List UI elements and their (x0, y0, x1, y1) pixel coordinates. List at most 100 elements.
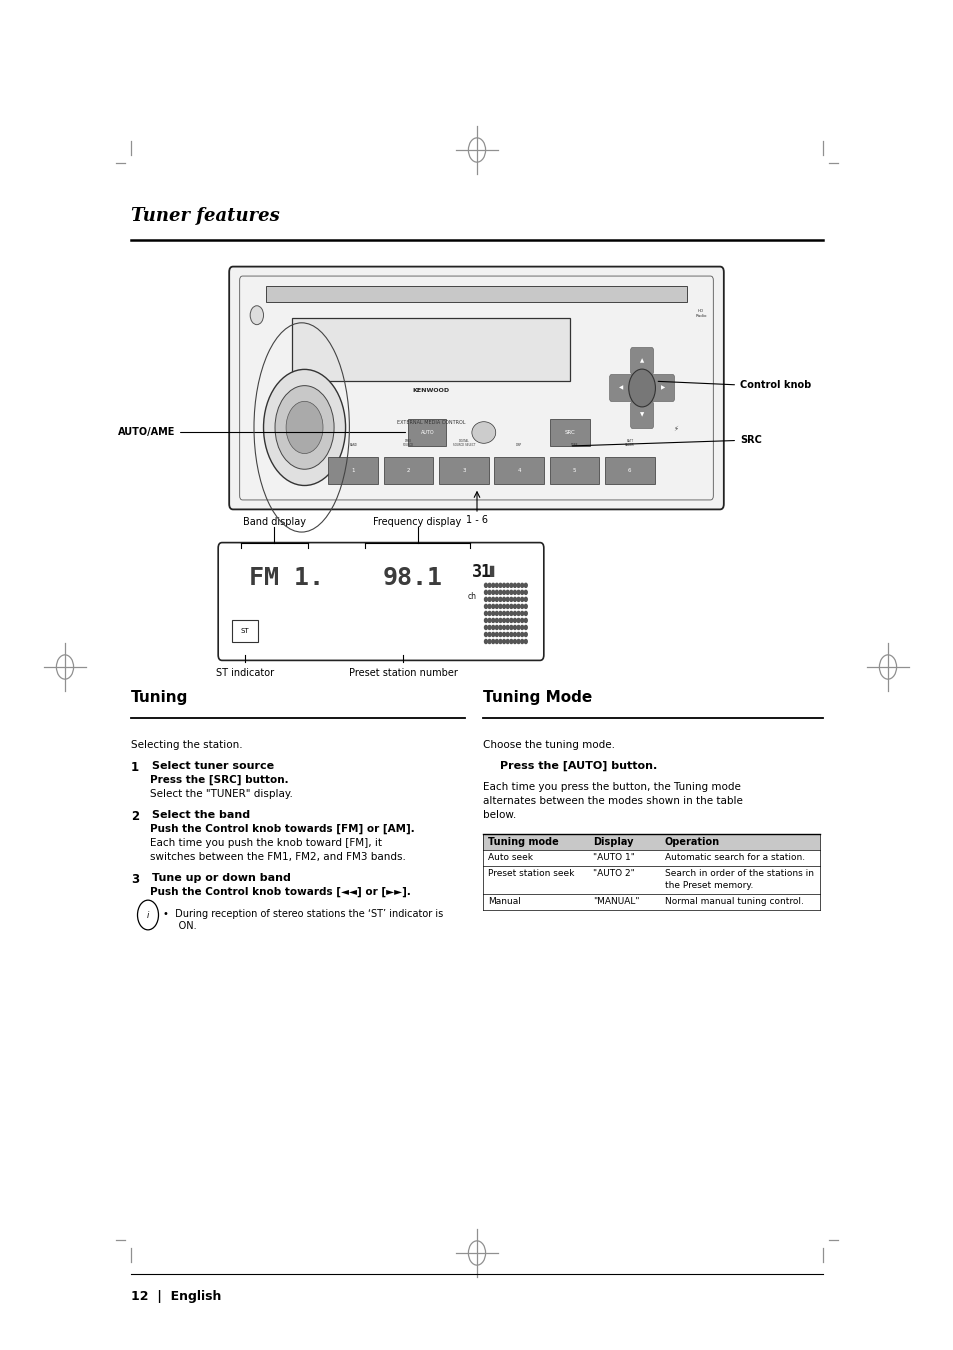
Text: "MANUAL": "MANUAL" (592, 896, 639, 906)
Circle shape (502, 640, 505, 644)
Circle shape (488, 590, 491, 594)
Circle shape (520, 632, 523, 636)
Circle shape (517, 597, 519, 601)
Text: i: i (147, 910, 149, 919)
Circle shape (498, 605, 501, 609)
Circle shape (517, 625, 519, 629)
Circle shape (509, 632, 512, 636)
Ellipse shape (472, 421, 496, 443)
Circle shape (488, 583, 491, 587)
Text: Display: Display (592, 837, 633, 846)
Circle shape (506, 605, 509, 609)
Text: 3: 3 (461, 467, 465, 472)
Text: ▲: ▲ (639, 359, 643, 363)
Circle shape (498, 590, 501, 594)
Circle shape (484, 640, 487, 644)
Bar (604, 456, 654, 483)
Circle shape (513, 590, 516, 594)
Text: Manual: Manual (487, 896, 520, 906)
Circle shape (498, 612, 501, 616)
Circle shape (628, 369, 655, 406)
Text: FM 1.: FM 1. (249, 566, 323, 590)
Circle shape (488, 632, 491, 636)
Circle shape (517, 605, 519, 609)
Text: Band display: Band display (243, 517, 306, 526)
Circle shape (513, 612, 516, 616)
Text: •  During reception of stereo stations the ‘ST’ indicator is
     ON.: • During reception of stereo stations th… (163, 909, 443, 930)
Circle shape (517, 612, 519, 616)
Circle shape (498, 618, 501, 622)
Text: Press the [AUTO] button.: Press the [AUTO] button. (499, 761, 657, 771)
Bar (408, 418, 446, 446)
Circle shape (520, 625, 523, 629)
Text: ▼: ▼ (639, 413, 643, 417)
Text: 3: 3 (131, 873, 139, 886)
Bar (494, 456, 543, 483)
Text: DISP: DISP (516, 443, 521, 447)
Circle shape (488, 612, 491, 616)
Circle shape (506, 632, 509, 636)
Circle shape (250, 305, 263, 324)
Circle shape (509, 583, 512, 587)
FancyBboxPatch shape (609, 374, 632, 401)
Circle shape (517, 640, 519, 644)
Text: below.: below. (482, 810, 516, 819)
Circle shape (484, 583, 487, 587)
Circle shape (524, 612, 527, 616)
Bar (549, 456, 598, 483)
Text: the Preset memory.: the Preset memory. (664, 882, 752, 890)
Text: Preset station seek: Preset station seek (487, 869, 574, 878)
Circle shape (498, 597, 501, 601)
Text: Select the band: Select the band (152, 810, 250, 819)
Circle shape (509, 618, 512, 622)
Circle shape (495, 597, 497, 601)
Circle shape (484, 605, 487, 609)
Circle shape (495, 640, 497, 644)
Circle shape (502, 605, 505, 609)
Text: Each time you push the knob toward [FM], it: Each time you push the knob toward [FM],… (150, 838, 381, 848)
Circle shape (509, 597, 512, 601)
Text: Preset station number: Preset station number (349, 668, 457, 678)
Text: 1 - 6: 1 - 6 (465, 514, 488, 525)
Text: 2: 2 (131, 810, 139, 824)
Text: Tuning mode: Tuning mode (487, 837, 558, 846)
Circle shape (517, 632, 519, 636)
Circle shape (502, 597, 505, 601)
Circle shape (502, 632, 505, 636)
Circle shape (495, 632, 497, 636)
Text: Push the Control knob towards [FM] or [AM].: Push the Control knob towards [FM] or [A… (150, 824, 415, 834)
Circle shape (488, 605, 491, 609)
Text: alternates between the modes shown in the table: alternates between the modes shown in th… (482, 796, 742, 806)
Circle shape (491, 605, 494, 609)
Text: Select tuner source: Select tuner source (152, 761, 274, 771)
Circle shape (502, 612, 505, 616)
Circle shape (502, 583, 505, 587)
Bar (232, 620, 258, 641)
Text: Press the [SRC] button.: Press the [SRC] button. (150, 775, 289, 786)
Bar (292, 319, 569, 381)
Text: switches between the FM1, FM2, and FM3 bands.: switches between the FM1, FM2, and FM3 b… (150, 852, 405, 863)
Circle shape (520, 583, 523, 587)
Circle shape (513, 583, 516, 587)
Circle shape (513, 625, 516, 629)
Bar (328, 456, 377, 483)
Text: 5: 5 (572, 467, 576, 472)
Text: DIGITAL
SOURCE SELECT: DIGITAL SOURCE SELECT (452, 439, 475, 447)
Circle shape (286, 401, 323, 454)
Text: BAND: BAND (349, 443, 356, 447)
Circle shape (491, 583, 494, 587)
Circle shape (137, 900, 158, 930)
Circle shape (517, 618, 519, 622)
Circle shape (488, 597, 491, 601)
Text: 98.1: 98.1 (382, 566, 442, 590)
Circle shape (502, 618, 505, 622)
Circle shape (520, 605, 523, 609)
Circle shape (488, 640, 491, 644)
Bar (383, 456, 433, 483)
Circle shape (491, 640, 494, 644)
Circle shape (491, 612, 494, 616)
Text: ch: ch (467, 591, 476, 601)
Circle shape (520, 618, 523, 622)
Circle shape (498, 640, 501, 644)
Circle shape (524, 632, 527, 636)
